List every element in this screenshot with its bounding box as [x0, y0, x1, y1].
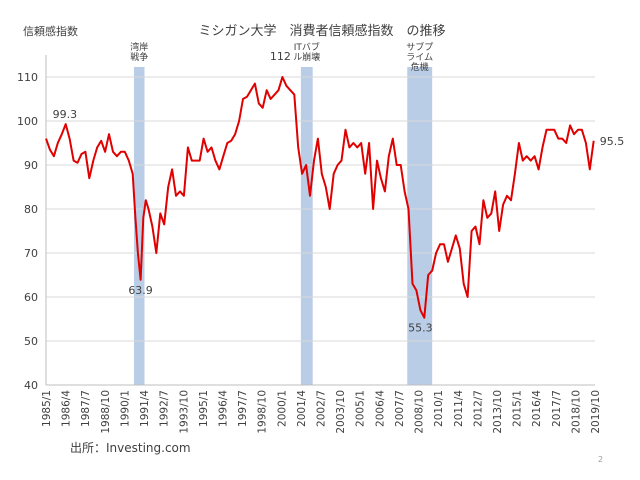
x-tick-19: 2008/10	[414, 390, 426, 434]
x-tick-24: 2015/1	[512, 390, 524, 427]
y-tick-110: 110	[17, 71, 38, 84]
x-tick-2: 1987/7	[80, 390, 92, 427]
y-tick-60: 60	[24, 291, 38, 304]
x-tick-12: 2000/1	[276, 390, 288, 427]
page-number: 2	[598, 455, 603, 464]
x-tick-7: 1993/10	[178, 390, 190, 434]
x-tick-27: 2018/10	[570, 390, 582, 434]
value-annotations: 99.3 63.9 112 55.3 95.5	[53, 50, 625, 334]
series-lines	[45, 76, 595, 319]
x-tick-17: 2006/4	[374, 390, 386, 427]
x-tick-16: 2005/1	[355, 390, 367, 427]
y-tick-90: 90	[24, 159, 38, 172]
series-line-0	[45, 76, 595, 319]
gridlines	[45, 55, 595, 386]
x-tick-6: 1992/7	[159, 390, 171, 427]
x-tick-8: 1995/1	[198, 390, 210, 427]
recession-band-0	[133, 67, 145, 385]
x-tick-10: 1997/7	[237, 390, 249, 427]
recession-label-0-0: 湾岸	[130, 41, 148, 53]
y-tick-labels: 40 50 60 70 80 90 100 110	[17, 71, 38, 392]
annotation-1: 63.9	[128, 284, 153, 297]
y-tick-80: 80	[24, 203, 38, 216]
x-tick-13: 2001/4	[296, 390, 308, 427]
recession-band-2	[407, 67, 433, 385]
y-tick-40: 40	[24, 379, 38, 392]
x-tick-22: 2012/7	[472, 390, 484, 427]
x-tick-21: 2011/4	[453, 390, 465, 427]
y-tick-100: 100	[17, 115, 38, 128]
x-tick-0: 1985/1	[41, 390, 53, 427]
y-tick-50: 50	[24, 335, 38, 348]
annotation-0: 99.3	[53, 108, 78, 121]
recession-label-1-0: ITバブ	[294, 41, 320, 53]
recession-label-2-1: ライム	[406, 52, 433, 63]
x-tick-labels: 1985/1 1986/4 1987/7 1988/10 1990/1 1991/4 199…	[41, 390, 602, 434]
x-tick-4: 1990/1	[119, 390, 131, 427]
recession-label-1-1: ル崩壊	[293, 51, 320, 63]
recession-label-2-0: サブプ	[406, 41, 433, 53]
x-tick-18: 2007/7	[394, 390, 406, 427]
x-tick-1: 1986/4	[61, 390, 73, 427]
x-tick-14: 2002/7	[316, 390, 328, 427]
annotation-4: 95.5	[600, 135, 625, 148]
recession-label-2-2: 危機	[411, 61, 429, 73]
annotation-2: 112	[270, 50, 291, 63]
y-axis-label: 信頼感指数	[23, 24, 78, 38]
x-tick-15: 2003/10	[335, 390, 347, 434]
x-tick-5: 1991/4	[139, 390, 151, 427]
recession-band-1	[300, 67, 313, 385]
chart-title: ミシガン大学 消費者信頼感指数 の推移	[198, 23, 445, 39]
x-tick-25: 2016/4	[531, 390, 543, 427]
x-tick-9: 1996/4	[217, 390, 229, 427]
x-tick-26: 2017/7	[551, 390, 563, 427]
x-tick-28: 2019/10	[590, 390, 602, 434]
recession-label-0-1: 戦争	[130, 51, 148, 63]
y-tick-70: 70	[24, 247, 38, 260]
annotation-3: 55.3	[408, 322, 433, 335]
x-tick-11: 1998/10	[257, 390, 269, 434]
x-tick-3: 1988/10	[100, 390, 112, 434]
x-tick-23: 2013/10	[492, 390, 504, 434]
source-note: 出所：Investing.com	[70, 441, 191, 455]
x-tick-20: 2010/1	[433, 390, 445, 427]
